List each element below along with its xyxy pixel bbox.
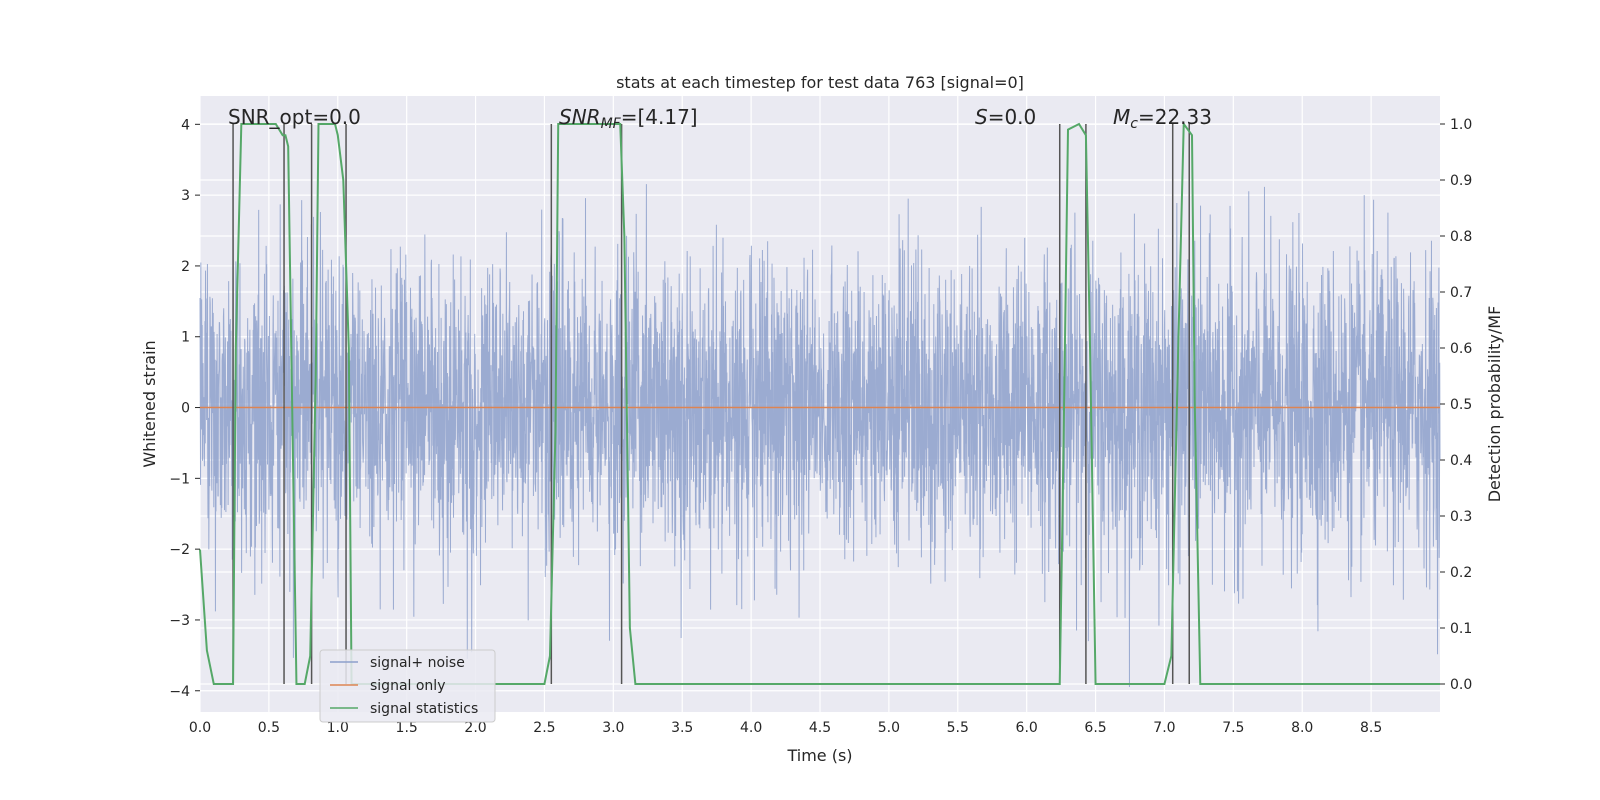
x-tick-label: 8.0 bbox=[1291, 720, 1313, 736]
noise-layer bbox=[199, 184, 1441, 688]
x-tick-label: 7.0 bbox=[1153, 720, 1175, 736]
legend: signal+ noise signal only signal statist… bbox=[319, 649, 496, 723]
y2-tick-label: 0.9 bbox=[1450, 173, 1472, 189]
x-tick-label: 6.5 bbox=[1084, 720, 1106, 736]
x-tick-label: 0.0 bbox=[189, 720, 211, 736]
x-tick-label: 5.5 bbox=[947, 720, 969, 736]
x-tick-label: 5.0 bbox=[878, 720, 900, 736]
noise-series-line bbox=[199, 184, 1441, 688]
x-tick-label: 6.0 bbox=[1016, 720, 1038, 736]
y-axis-label: Whitened strain bbox=[140, 340, 159, 467]
legend-label-statistics: signal statistics bbox=[370, 701, 478, 717]
annotation-snr-opt: SNR_opt=0.0 bbox=[228, 105, 361, 129]
annotation-mc-rest: =22.33 bbox=[1138, 105, 1212, 129]
y2-tick-label: 0.5 bbox=[1450, 397, 1472, 413]
x-tick-label: 7.5 bbox=[1222, 720, 1244, 736]
legend-label-signal-only: signal only bbox=[370, 678, 445, 694]
stats-layer bbox=[199, 121, 1440, 685]
x-tick-label: 3.0 bbox=[602, 720, 624, 736]
y-tick-label: −3 bbox=[169, 613, 190, 629]
annotation-s: S=0.0 bbox=[975, 105, 1036, 129]
x-tick-label: 0.5 bbox=[258, 720, 280, 736]
y2-tick-label: 0.4 bbox=[1450, 453, 1472, 469]
x-tick-label: 3.5 bbox=[671, 720, 693, 736]
signal-statistics-line bbox=[199, 121, 1440, 685]
annotation-mc-sub: c bbox=[1130, 116, 1138, 132]
legend-label-noise: signal+ noise bbox=[370, 655, 465, 671]
y-tick-label: −1 bbox=[169, 471, 190, 487]
y-tick-label: −4 bbox=[169, 684, 190, 700]
annotation-s-rest: =0.0 bbox=[988, 105, 1037, 129]
y2-tick-label: 1.0 bbox=[1450, 117, 1472, 133]
annotation-snr-mf-main: SNR bbox=[559, 105, 601, 129]
y-tick-label: 0 bbox=[181, 401, 190, 417]
annotation-snr-mf: SNRMF=[4.17] bbox=[559, 105, 698, 132]
x-tick-label: 1.0 bbox=[327, 720, 349, 736]
ticks-layer: 0.0 0.5 1.0 1.5 2.0 2.5 3.0 3.5 4.0 4.5 5.0 5.5 6.0 6… bbox=[169, 117, 1472, 736]
y2-tick-label: 0.7 bbox=[1450, 285, 1472, 301]
x-tick-label: 4.0 bbox=[740, 720, 762, 736]
y2-tick-label: 0.1 bbox=[1450, 621, 1472, 637]
annotation-mc: Mc=22.33 bbox=[1113, 105, 1212, 132]
y-tick-label: 2 bbox=[181, 259, 190, 275]
legend-box bbox=[319, 649, 496, 723]
y-tick-label: 4 bbox=[181, 117, 190, 133]
y-tick-label: −2 bbox=[169, 542, 190, 558]
x-tick-label: 2.5 bbox=[533, 720, 555, 736]
y2-tick-label: 0.6 bbox=[1450, 341, 1472, 357]
y2-tick-label: 0.3 bbox=[1450, 509, 1472, 525]
y2-axis-label: Detection probability/MF bbox=[1485, 306, 1504, 503]
x-tick-label: 4.5 bbox=[809, 720, 831, 736]
x-tick-label: 8.5 bbox=[1360, 720, 1382, 736]
chart-title: stats at each timestep for test data 763… bbox=[616, 73, 1024, 92]
y2-tick-label: 0.0 bbox=[1450, 677, 1472, 693]
annotation-snr-mf-sub: MF bbox=[601, 116, 622, 132]
annotation-snr-mf-rest: =[4.17] bbox=[621, 105, 698, 129]
x-axis-label: Time (s) bbox=[786, 746, 852, 765]
x-tick-label: 2.0 bbox=[464, 720, 486, 736]
x-tick-label: 1.5 bbox=[396, 720, 418, 736]
annotation-s-main: S bbox=[975, 105, 988, 129]
y-tick-label: 3 bbox=[181, 188, 190, 204]
y2-tick-label: 0.8 bbox=[1450, 229, 1472, 245]
y-tick-label: 1 bbox=[181, 330, 190, 346]
annotation-mc-main: M bbox=[1113, 105, 1130, 129]
y2-tick-label: 0.2 bbox=[1450, 565, 1472, 581]
